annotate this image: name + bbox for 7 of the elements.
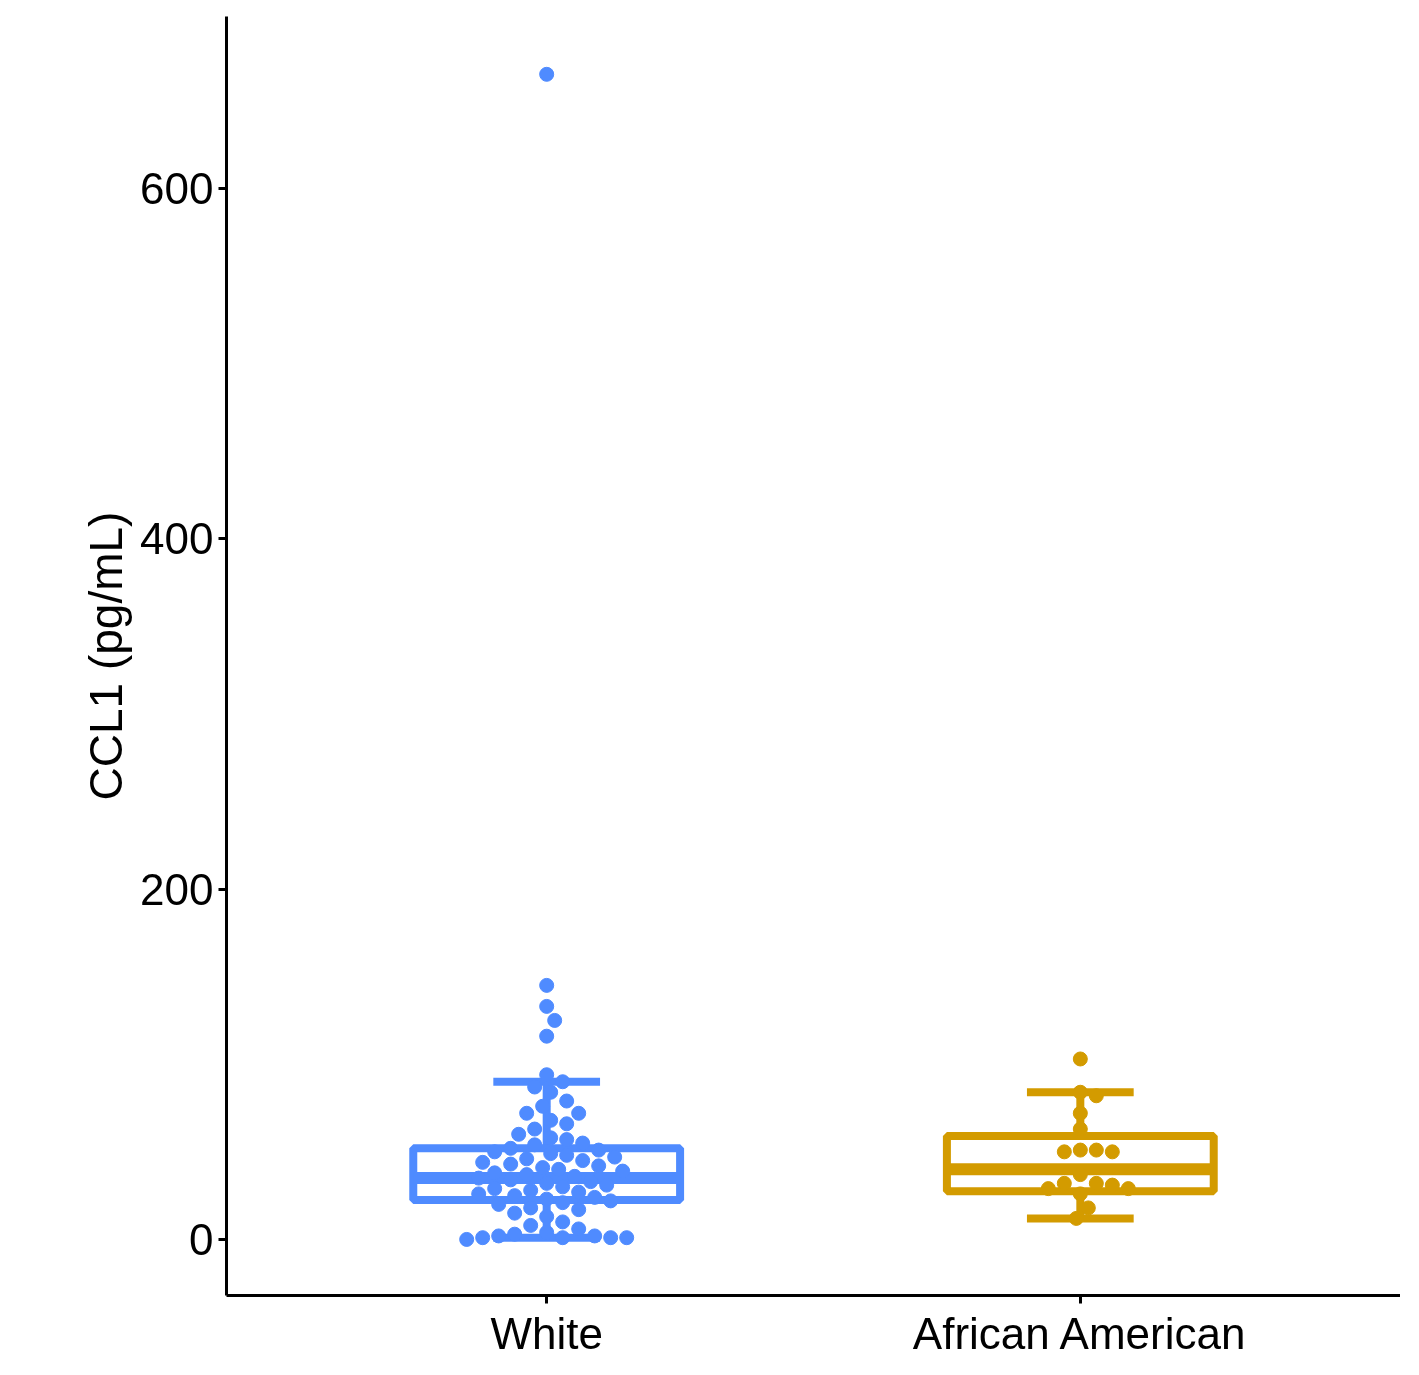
y-tick-label: 200 <box>140 864 214 914</box>
y-tick-label: 400 <box>140 514 214 564</box>
x-tick-label: White <box>490 1308 603 1358</box>
y-axis-title: CCL1 (pg/mL) <box>80 511 133 801</box>
x-tick-label: African American <box>912 1308 1246 1358</box>
y-tick-label: 0 <box>189 1214 214 1264</box>
y-tick-label: 600 <box>140 163 214 213</box>
